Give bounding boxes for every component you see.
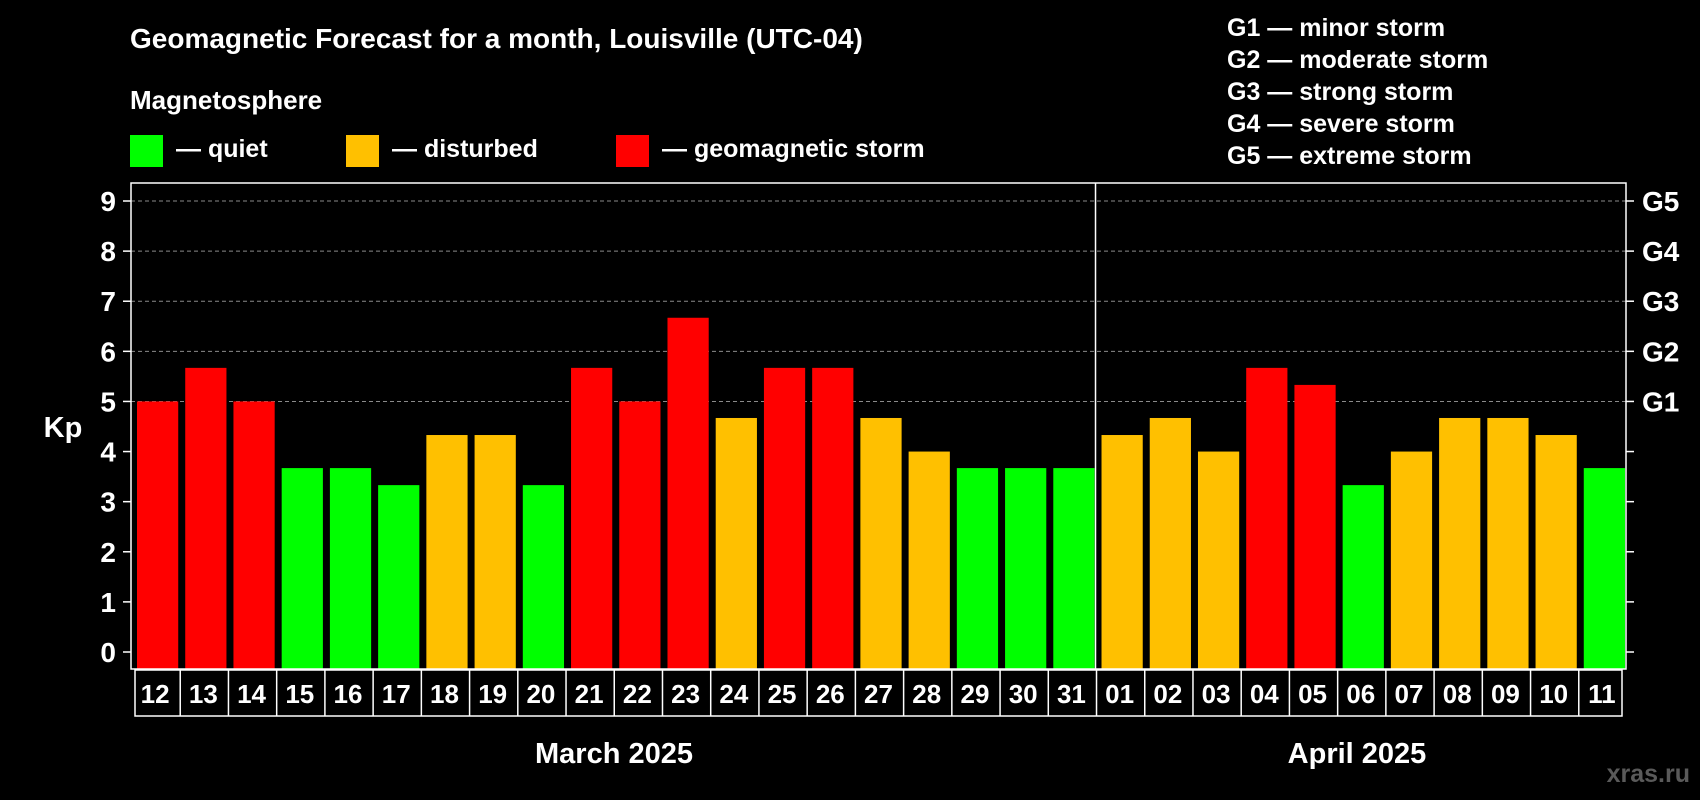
storm-scale-g1: G1 — minor storm [1227,14,1445,42]
x-tick-label-10: 10 [1539,679,1568,709]
x-tick-label-27: 27 [864,679,893,709]
x-tick-label-17: 17 [382,679,411,709]
x-tick-label-16: 16 [334,679,363,709]
bar-06 [1342,485,1384,669]
bar-05 [1294,384,1336,669]
x-tick-label-26: 26 [816,679,845,709]
month-label-march: March 2025 [535,738,693,770]
watermark: xras.ru [1607,760,1690,788]
x-tick-label-04: 04 [1250,679,1279,709]
x-tick-label-18: 18 [430,679,459,709]
bar-22 [619,401,661,669]
bar-14 [233,401,275,669]
x-tick-label-15: 15 [285,679,314,709]
x-tick-label-31: 31 [1057,679,1086,709]
legend-label-disturbed: — disturbed [392,135,538,163]
y-tick-label-7: 7 [100,286,116,317]
bar-29 [956,468,999,669]
bar-30 [1005,468,1047,669]
x-tick-label-29: 29 [960,679,989,709]
legend-label-storm: — geomagnetic storm [662,135,925,163]
y-tick-label-2: 2 [100,537,116,568]
x-tick-label-28: 28 [912,679,941,709]
y-tick-label-3: 3 [100,487,116,518]
storm-scale-g3: G3 — strong storm [1227,78,1453,106]
bar-04 [1246,367,1288,669]
bar-21 [571,367,613,669]
x-tick-label-08: 08 [1443,679,1472,709]
right-tick-label-G2: G2 [1642,336,1679,367]
legend-swatch-quiet [130,135,163,167]
right-tick-label-G1: G1 [1642,386,1679,417]
bar-15 [281,468,323,669]
bar-20 [522,485,565,669]
y-tick-label-9: 9 [100,186,116,217]
chart-title: Geomagnetic Forecast for a month, Louisv… [130,23,863,54]
bar-13 [185,367,227,669]
bar-23 [667,317,709,669]
bar-31 [1053,468,1095,669]
x-tick-label-24: 24 [719,679,748,709]
y-tick-label-5: 5 [100,386,116,417]
month-label-april: April 2025 [1288,738,1427,770]
bar-27 [860,417,902,669]
bar-19 [474,435,516,669]
x-tick-label-30: 30 [1009,679,1038,709]
x-tick-label-13: 13 [189,679,218,709]
legend-swatch-disturbed [346,135,379,167]
bar-11 [1583,468,1625,669]
x-tick-label-21: 21 [575,679,604,709]
storm-scale-g4: G4 — severe storm [1227,110,1455,138]
bar-08 [1439,417,1481,669]
plot-frame [130,182,1627,670]
date-row-frame [134,669,1623,717]
legend-title: Magnetosphere [130,85,322,115]
y-axis-label: Kp [44,412,83,444]
bar-16 [329,468,372,669]
right-tick-label-G3: G3 [1642,286,1679,317]
x-tick-label-07: 07 [1395,679,1424,709]
right-tick-label-G4: G4 [1642,236,1680,267]
bar-26 [812,367,854,669]
x-tick-label-01: 01 [1105,679,1134,709]
bar-28 [908,451,950,669]
y-tick-label-8: 8 [100,236,116,267]
legend-swatch-storm [616,135,649,167]
y-tick-label-4: 4 [100,437,116,468]
bar-17 [378,485,420,669]
x-tick-label-03: 03 [1202,679,1231,709]
bar-07 [1390,451,1433,669]
storm-scale-g2: G2 — moderate storm [1227,46,1488,74]
right-tick-label-G5: G5 [1642,186,1679,217]
bar-03 [1197,451,1240,669]
x-tick-label-06: 06 [1346,679,1375,709]
storm-scale-g5: G5 — extreme storm [1227,142,1472,170]
bar-12 [137,401,179,669]
y-tick-label-6: 6 [100,336,116,367]
x-tick-label-09: 09 [1491,679,1520,709]
x-tick-label-02: 02 [1153,679,1182,709]
y-tick-label-1: 1 [100,587,116,618]
y-tick-label-0: 0 [100,637,116,668]
x-tick-label-11: 11 [1588,679,1616,709]
bar-02 [1149,417,1191,669]
x-tick-label-25: 25 [768,679,797,709]
x-tick-label-14: 14 [237,679,266,709]
bar-24 [715,417,757,669]
bar-01 [1101,435,1143,669]
bar-25 [763,367,806,669]
x-tick-label-05: 05 [1298,679,1327,709]
x-tick-label-23: 23 [671,679,700,709]
legend-label-quiet: — quiet [176,135,268,163]
bar-10 [1535,435,1577,669]
x-tick-label-20: 20 [526,679,555,709]
x-tick-label-22: 22 [623,679,652,709]
x-tick-label-19: 19 [478,679,507,709]
bar-18 [426,435,468,669]
bar-09 [1487,417,1529,669]
x-tick-label-12: 12 [141,679,170,709]
